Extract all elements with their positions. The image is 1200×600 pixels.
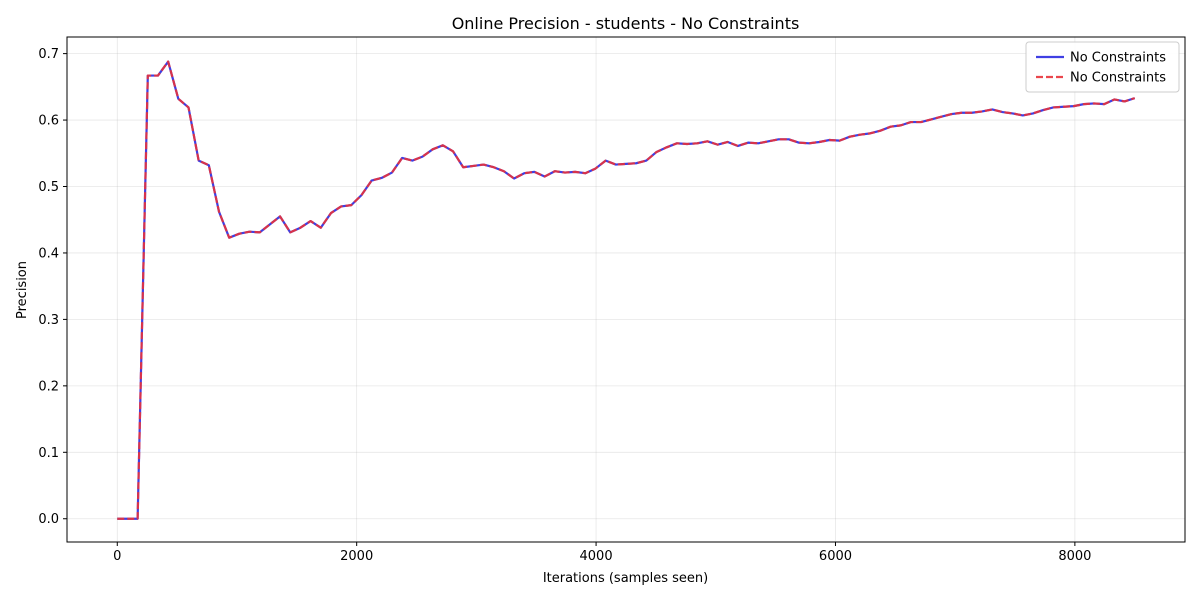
y-tick-label: 0.3 <box>38 313 59 328</box>
legend-label-dashed: No Constraints <box>1070 71 1166 86</box>
y-tick-label: 0.1 <box>38 446 59 461</box>
x-tick-label: 2000 <box>340 549 373 564</box>
y-tick-label: 0.5 <box>38 180 59 195</box>
chart-title: Online Precision - students - No Constra… <box>452 14 800 33</box>
x-tick-label: 6000 <box>819 549 852 564</box>
y-tick-label: 0.4 <box>38 246 59 261</box>
x-tick-label: 8000 <box>1058 549 1091 564</box>
y-tick-label: 0.0 <box>38 512 59 527</box>
legend-label-solid: No Constraints <box>1070 51 1166 66</box>
x-tick-label: 0 <box>113 549 121 564</box>
y-tick-label: 0.2 <box>38 379 59 394</box>
legend-box <box>1025 41 1180 93</box>
grid-lines <box>67 37 1185 542</box>
plot-frame <box>66 36 1186 543</box>
legend: No Constraints No Constraints <box>1025 41 1180 93</box>
y-axis-label: Precision <box>15 261 30 319</box>
x-axis-ticks: 0 2000 4000 6000 8000 <box>113 542 1091 564</box>
y-axis-ticks: 0.0 0.1 0.2 0.3 0.4 0.5 0.6 0.7 <box>38 47 67 527</box>
series-group <box>117 60 1136 520</box>
x-axis-label: Iterations (samples seen) <box>543 571 708 586</box>
x-tick-label: 4000 <box>580 549 613 564</box>
y-tick-label: 0.7 <box>38 47 59 62</box>
series-line-dashed <box>117 60 1136 520</box>
y-tick-label: 0.6 <box>38 114 59 129</box>
